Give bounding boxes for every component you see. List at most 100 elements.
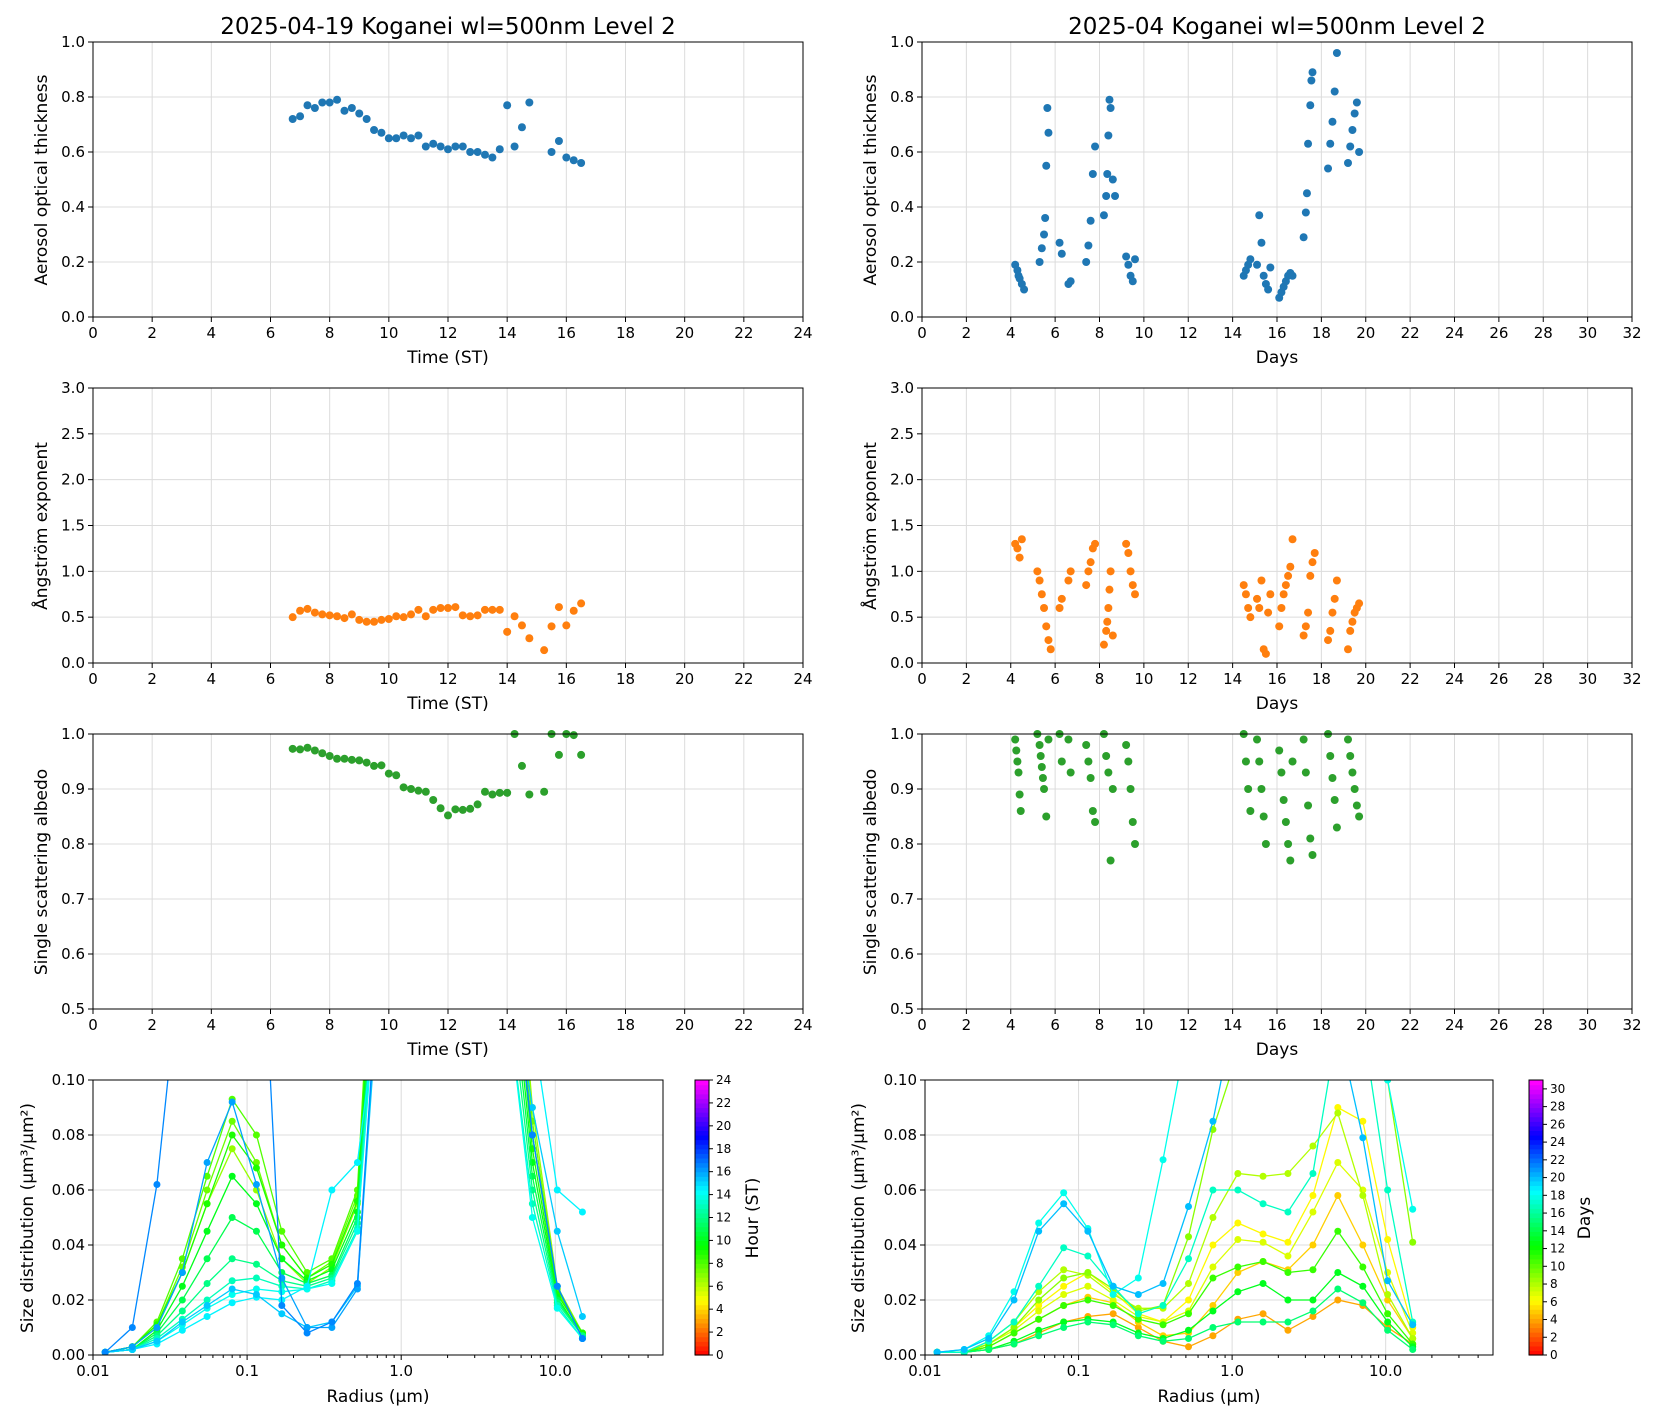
series-point: [1384, 1236, 1392, 1243]
series-point: [479, 664, 486, 671]
data-point: [1106, 856, 1115, 865]
series-point: [403, 114, 410, 121]
data-point: [458, 805, 467, 814]
y-tick-label: 0.10: [884, 1071, 917, 1089]
colorbar-segment: [1529, 1318, 1543, 1324]
data-point: [1124, 260, 1133, 269]
series-point: [1109, 1310, 1117, 1318]
x-tick-label: 2: [962, 670, 972, 688]
data-point: [1277, 768, 1286, 777]
data-point: [1102, 752, 1111, 760]
series-point: [252, 1164, 260, 1172]
data-point: [1326, 626, 1335, 635]
data-point: [1241, 590, 1250, 599]
x-axis-label: Time (ST): [406, 694, 488, 714]
colorbar-segment: [695, 1226, 709, 1232]
data-point: [554, 137, 563, 145]
y-tick-label: 0.5: [890, 608, 914, 626]
data-point: [1122, 539, 1131, 548]
colorbar-segment: [1529, 1180, 1543, 1187]
colorbar-segment: [695, 1157, 709, 1164]
series-point: [479, 664, 486, 671]
series-point: [228, 1277, 236, 1285]
data-point: [1043, 104, 1052, 112]
series-point: [1384, 1186, 1392, 1194]
series-point: [1334, 1022, 1341, 1029]
data-point: [355, 615, 364, 624]
data-point: [1017, 535, 1026, 544]
series-point: [1010, 1318, 1018, 1326]
colorbar-segment: [695, 1153, 709, 1159]
x-tick-label: 24: [1445, 324, 1464, 342]
data-point: [458, 142, 467, 151]
data-point: [1035, 258, 1044, 266]
data-point: [540, 646, 549, 655]
colorbar-tick-label: 6: [1550, 1295, 1558, 1309]
colorbar-segment: [695, 1258, 709, 1264]
x-tick-label: 32: [1622, 670, 1641, 688]
data-point: [451, 142, 460, 151]
data-point: [1348, 126, 1357, 134]
data-point: [1040, 785, 1049, 793]
data-point: [1261, 649, 1270, 658]
colorbar-segment: [695, 1148, 709, 1154]
series-point: [278, 1227, 286, 1235]
colorbar-segment: [1529, 1116, 1543, 1122]
data-point: [444, 604, 452, 612]
data-point: [414, 131, 423, 140]
colorbar-segment: [1529, 1313, 1543, 1319]
colorbar-segment: [695, 1313, 709, 1319]
monthly-aot-chart: 0 2 4 6 8 10 12 14 16 18 20 22 24 26 28 30 320.00.20.40.…: [861, 14, 1642, 368]
series-point: [454, 197, 461, 204]
y-tick-label: 2.0: [61, 471, 85, 489]
x-tick-label: 12: [438, 1016, 457, 1034]
plot-frame: [92, 1079, 664, 1356]
data-point: [503, 627, 512, 636]
series-point: [578, 1335, 586, 1342]
y-axis-label: Single scattering albedo: [32, 769, 52, 975]
data-point: [1015, 790, 1024, 799]
data-point: [1286, 562, 1295, 571]
colorbar-tick-label: 12: [1550, 1242, 1565, 1256]
series-point: [479, 527, 486, 534]
series-point: [1284, 1326, 1292, 1334]
data-point: [407, 785, 416, 793]
data-point: [569, 731, 578, 740]
series-point: [252, 1227, 260, 1235]
data-point: [495, 788, 504, 797]
series-point: [1284, 1296, 1292, 1304]
colorbar-segment: [695, 1162, 709, 1168]
colorbar-tick-label: 24: [1550, 1135, 1565, 1149]
x-tick-label: 12: [1179, 1016, 1198, 1034]
y-axis-label: Size distribution (µm³/µm²): [18, 1103, 38, 1333]
data-point: [1066, 567, 1075, 576]
x-tick-label: 22: [1401, 670, 1420, 688]
y-tick-label: 0.08: [52, 1126, 85, 1144]
series-point: [1035, 1326, 1043, 1334]
series-point: [1209, 1302, 1217, 1309]
series-point: [1209, 857, 1216, 864]
colorbar-segment: [1529, 1102, 1543, 1109]
series-point: [1334, 1104, 1342, 1111]
data-point: [1352, 98, 1361, 107]
x-axis-label: Radius (µm): [326, 1387, 429, 1407]
series-point: [252, 1285, 260, 1293]
series-point: [378, 939, 385, 946]
series-point: [403, 252, 410, 259]
data-point: [1266, 263, 1275, 272]
series-point: [178, 1326, 186, 1334]
series-point: [278, 1241, 286, 1249]
colorbar-tick-label: 16: [716, 1165, 731, 1179]
colorbar-segment: [1529, 1240, 1543, 1246]
data-point: [1105, 585, 1114, 594]
series-point: [1234, 1236, 1242, 1243]
x-tick-label: 4: [1006, 670, 1016, 688]
data-point: [1124, 757, 1133, 766]
colorbar-tick-label: 4: [1550, 1313, 1558, 1327]
data-point: [421, 612, 430, 621]
x-tick-label: 18: [1312, 1016, 1331, 1034]
colorbar-segment: [695, 1336, 709, 1342]
data-point: [1332, 576, 1341, 585]
colorbar-segment: [1529, 1199, 1543, 1205]
data-point: [1257, 238, 1266, 247]
